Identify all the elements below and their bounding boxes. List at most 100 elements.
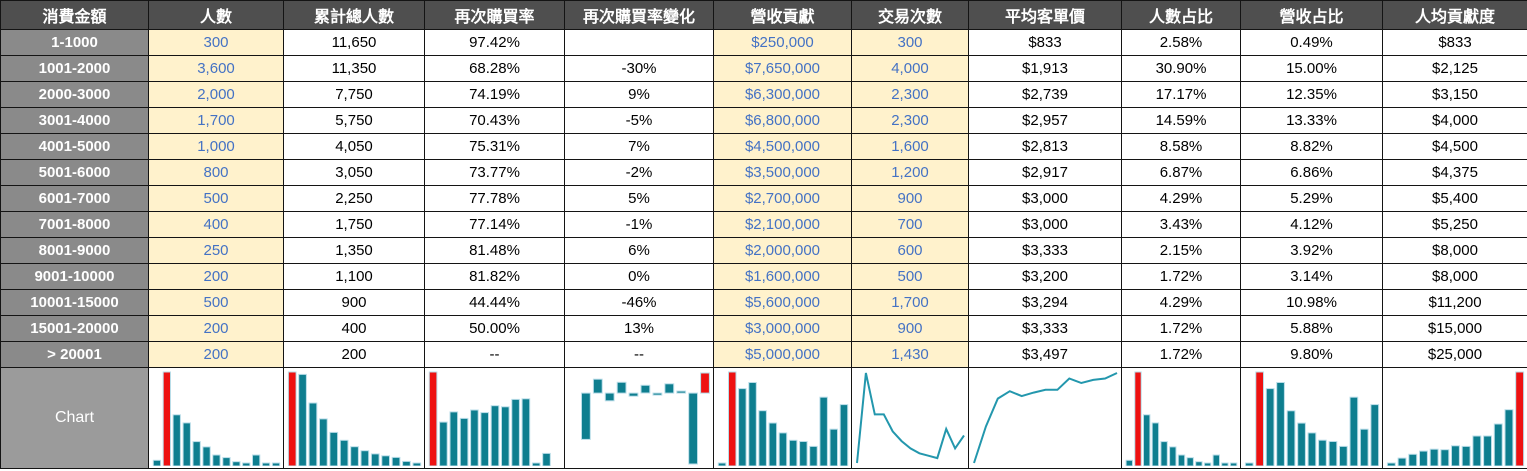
cell[interactable]: -1% bbox=[564, 211, 714, 238]
cell[interactable]: 81.48% bbox=[424, 237, 565, 264]
column-header-10[interactable]: 人均貢獻度 bbox=[1382, 0, 1527, 30]
cell[interactable]: 2,300 bbox=[851, 107, 969, 134]
column-header-7[interactable]: 平均客單價 bbox=[968, 0, 1122, 30]
cell[interactable]: 700 bbox=[851, 211, 969, 238]
cell[interactable]: $2,000,000 bbox=[713, 237, 852, 264]
cell[interactable]: 0.49% bbox=[1240, 29, 1383, 56]
cell[interactable]: 500 bbox=[851, 263, 969, 290]
cell[interactable]: 3.43% bbox=[1121, 211, 1241, 238]
cell[interactable]: $1,913 bbox=[968, 55, 1122, 82]
cell[interactable]: 77.14% bbox=[424, 211, 565, 238]
cell[interactable]: 44.44% bbox=[424, 289, 565, 316]
cell[interactable]: 1,000 bbox=[148, 133, 284, 160]
chart-cell-7[interactable] bbox=[1121, 367, 1241, 469]
cell[interactable]: 0% bbox=[564, 263, 714, 290]
cell[interactable]: 81.82% bbox=[424, 263, 565, 290]
cell[interactable]: $15,000 bbox=[1382, 315, 1527, 342]
cell[interactable]: $2,957 bbox=[968, 107, 1122, 134]
cell[interactable]: 3,600 bbox=[148, 55, 284, 82]
chart-cell-8[interactable] bbox=[1240, 367, 1383, 469]
cell[interactable]: 4.29% bbox=[1121, 289, 1241, 316]
cell[interactable]: 1,600 bbox=[851, 133, 969, 160]
row-label[interactable]: 3001-4000 bbox=[0, 107, 149, 134]
cell[interactable]: 250 bbox=[148, 237, 284, 264]
cell[interactable]: 75.31% bbox=[424, 133, 565, 160]
cell[interactable]: -30% bbox=[564, 55, 714, 82]
cell[interactable]: 1.72% bbox=[1121, 341, 1241, 368]
cell[interactable]: $3,333 bbox=[968, 237, 1122, 264]
row-label[interactable]: 10001-15000 bbox=[0, 289, 149, 316]
cell[interactable]: 4,000 bbox=[851, 55, 969, 82]
cell[interactable]: 73.77% bbox=[424, 159, 565, 186]
row-label[interactable]: > 20001 bbox=[0, 341, 149, 368]
cell[interactable]: 500 bbox=[148, 185, 284, 212]
chart-cell-9[interactable] bbox=[1382, 367, 1527, 469]
cell[interactable]: $8,000 bbox=[1382, 263, 1527, 290]
cell[interactable]: 400 bbox=[148, 211, 284, 238]
cell[interactable]: $11,200 bbox=[1382, 289, 1527, 316]
cell[interactable]: $4,500,000 bbox=[713, 133, 852, 160]
cell[interactable]: $4,375 bbox=[1382, 159, 1527, 186]
row-label[interactable]: 1-1000 bbox=[0, 29, 149, 56]
cell[interactable]: 7,750 bbox=[283, 81, 425, 108]
cell[interactable]: 1,700 bbox=[851, 289, 969, 316]
cell[interactable]: 5.29% bbox=[1240, 185, 1383, 212]
cell[interactable]: 3.14% bbox=[1240, 263, 1383, 290]
cell[interactable]: 5% bbox=[564, 185, 714, 212]
cell[interactable]: 1,350 bbox=[283, 237, 425, 264]
cell[interactable]: $5,600,000 bbox=[713, 289, 852, 316]
row-label[interactable]: 2000-3000 bbox=[0, 81, 149, 108]
cell[interactable]: 1,700 bbox=[148, 107, 284, 134]
column-header-0[interactable]: 消費金額 bbox=[0, 0, 149, 30]
cell[interactable]: 97.42% bbox=[424, 29, 565, 56]
cell[interactable]: 5.88% bbox=[1240, 315, 1383, 342]
cell[interactable]: -- bbox=[564, 341, 714, 368]
cell[interactable]: $2,125 bbox=[1382, 55, 1527, 82]
cell[interactable]: 900 bbox=[283, 289, 425, 316]
cell[interactable]: 600 bbox=[851, 237, 969, 264]
cell[interactable]: $3,000 bbox=[968, 185, 1122, 212]
chart-cell-0[interactable] bbox=[148, 367, 284, 469]
cell[interactable]: $3,000,000 bbox=[713, 315, 852, 342]
cell[interactable]: 11,350 bbox=[283, 55, 425, 82]
column-header-2[interactable]: 累計總人數 bbox=[283, 0, 425, 30]
row-label[interactable]: 9001-10000 bbox=[0, 263, 149, 290]
column-header-4[interactable]: 再次購買率變化 bbox=[564, 0, 714, 30]
cell[interactable]: $3,497 bbox=[968, 341, 1122, 368]
chart-cell-3[interactable] bbox=[564, 367, 714, 469]
cell[interactable]: 4.29% bbox=[1121, 185, 1241, 212]
cell[interactable]: 1,200 bbox=[851, 159, 969, 186]
cell[interactable]: 4,050 bbox=[283, 133, 425, 160]
cell[interactable]: 6.86% bbox=[1240, 159, 1383, 186]
cell[interactable]: 9% bbox=[564, 81, 714, 108]
cell[interactable]: 300 bbox=[851, 29, 969, 56]
cell[interactable]: 15.00% bbox=[1240, 55, 1383, 82]
cell[interactable]: 4.12% bbox=[1240, 211, 1383, 238]
cell[interactable]: 9.80% bbox=[1240, 341, 1383, 368]
cell[interactable]: $5,000,000 bbox=[713, 341, 852, 368]
cell[interactable]: 6.87% bbox=[1121, 159, 1241, 186]
cell[interactable]: 8.82% bbox=[1240, 133, 1383, 160]
cell[interactable]: $2,813 bbox=[968, 133, 1122, 160]
cell[interactable]: $2,700,000 bbox=[713, 185, 852, 212]
cell[interactable]: $6,800,000 bbox=[713, 107, 852, 134]
cell[interactable]: $5,400 bbox=[1382, 185, 1527, 212]
chart-cell-5[interactable] bbox=[851, 367, 969, 469]
row-label[interactable]: 6001-7000 bbox=[0, 185, 149, 212]
cell[interactable]: $833 bbox=[968, 29, 1122, 56]
cell[interactable]: 1.72% bbox=[1121, 315, 1241, 342]
row-label[interactable]: 1001-2000 bbox=[0, 55, 149, 82]
cell[interactable]: 17.17% bbox=[1121, 81, 1241, 108]
cell[interactable]: 500 bbox=[148, 289, 284, 316]
cell[interactable]: $2,739 bbox=[968, 81, 1122, 108]
chart-cell-4[interactable] bbox=[713, 367, 852, 469]
cell[interactable]: 70.43% bbox=[424, 107, 565, 134]
cell[interactable]: 2,300 bbox=[851, 81, 969, 108]
cell[interactable]: 68.28% bbox=[424, 55, 565, 82]
cell[interactable]: 800 bbox=[148, 159, 284, 186]
cell[interactable]: $833 bbox=[1382, 29, 1527, 56]
row-label[interactable]: 7001-8000 bbox=[0, 211, 149, 238]
cell[interactable]: $5,250 bbox=[1382, 211, 1527, 238]
cell[interactable]: $2,100,000 bbox=[713, 211, 852, 238]
cell[interactable]: 77.78% bbox=[424, 185, 565, 212]
